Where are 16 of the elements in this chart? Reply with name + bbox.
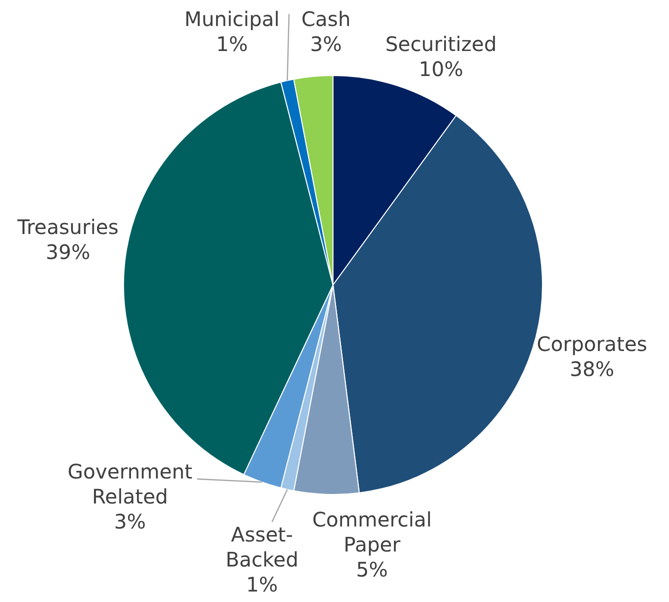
slice-label: Government Related — [68, 460, 192, 508]
slice-label: Cash — [301, 7, 351, 31]
data-label: 3% — [310, 32, 342, 56]
slice-label: Commercial Paper — [312, 508, 432, 556]
data-label: 38% — [570, 357, 614, 381]
data-label: 1% — [246, 572, 278, 596]
slice-label: Treasuries — [17, 215, 119, 239]
data-label: 5% — [356, 558, 388, 582]
slice-label: Municipal — [184, 7, 280, 31]
data-label: 39% — [46, 240, 90, 264]
slice-label: Corporates — [536, 332, 648, 356]
slice-label: Securitized — [385, 32, 497, 56]
data-label: 1% — [216, 32, 248, 56]
data-label: 3% — [114, 510, 146, 534]
data-label: 10% — [418, 57, 464, 81]
slice-label: Asset-Backed — [226, 522, 298, 572]
